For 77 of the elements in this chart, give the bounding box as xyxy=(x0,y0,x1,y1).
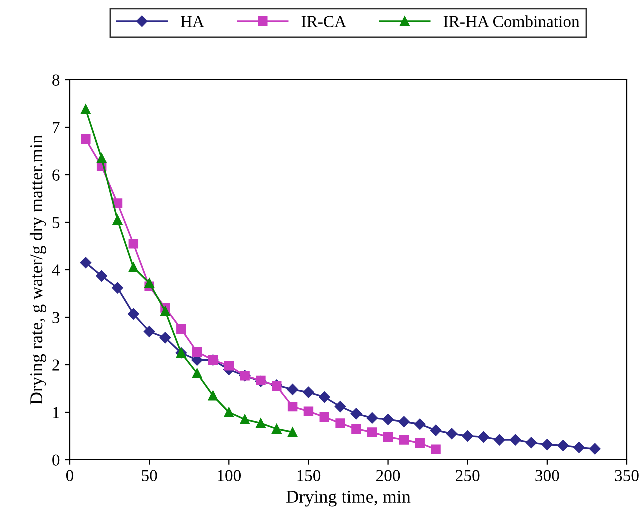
x-tick-label: 0 xyxy=(66,470,74,482)
point xyxy=(81,104,91,114)
point xyxy=(398,416,410,428)
point xyxy=(590,443,601,455)
y-tick-label: 5 xyxy=(52,217,60,228)
point xyxy=(303,386,314,398)
point xyxy=(256,418,266,428)
point xyxy=(160,332,172,344)
x-tick-label: 100 xyxy=(218,470,242,482)
point xyxy=(96,154,107,164)
x-tick-label: 150 xyxy=(298,470,321,482)
point xyxy=(224,361,234,371)
y-tick-label: 3 xyxy=(52,312,60,324)
y-tick-label: 6 xyxy=(52,170,60,181)
point xyxy=(144,326,156,338)
legend-label: IR-CA xyxy=(302,16,346,28)
point xyxy=(112,198,123,208)
point xyxy=(319,392,330,403)
point xyxy=(431,444,441,454)
y-tick-label: 4 xyxy=(52,264,60,276)
y-tick-label: 0 xyxy=(52,454,60,466)
point xyxy=(542,439,554,450)
point xyxy=(558,440,569,452)
x-tick-label: 50 xyxy=(142,470,158,482)
point xyxy=(240,414,250,424)
legend-label: IR-HA Combination xyxy=(444,16,580,28)
point xyxy=(368,428,378,438)
point xyxy=(399,435,410,445)
x-tick-label: 300 xyxy=(536,470,560,482)
point xyxy=(112,215,123,225)
point xyxy=(128,308,140,320)
point xyxy=(224,408,234,418)
point xyxy=(382,414,394,426)
point xyxy=(96,270,108,282)
point xyxy=(128,239,139,249)
point xyxy=(366,412,378,424)
point xyxy=(336,418,346,428)
point xyxy=(208,391,218,401)
point xyxy=(81,134,91,144)
point xyxy=(160,306,170,316)
legend-label: HA xyxy=(180,16,204,28)
point xyxy=(287,384,298,396)
point xyxy=(334,401,346,412)
point xyxy=(478,432,490,443)
point xyxy=(288,428,298,438)
x-axis-title: Drying time, min xyxy=(286,490,411,507)
point xyxy=(574,442,585,454)
point xyxy=(112,282,124,294)
point xyxy=(192,347,202,358)
point xyxy=(414,418,426,430)
point xyxy=(304,406,314,416)
x-tick-label: 200 xyxy=(376,470,400,482)
point xyxy=(176,324,186,334)
point xyxy=(415,438,425,448)
x-tick-label: 350 xyxy=(615,470,639,482)
point xyxy=(350,408,362,420)
point xyxy=(352,424,362,434)
point xyxy=(288,402,298,412)
point xyxy=(510,434,522,446)
y-tick-label: 1 xyxy=(53,407,60,418)
point xyxy=(128,262,139,272)
point xyxy=(383,432,394,442)
point xyxy=(430,424,442,436)
point xyxy=(272,424,282,434)
point xyxy=(320,412,330,422)
y-tick-label: 2 xyxy=(52,360,60,371)
point xyxy=(462,430,474,442)
y-tick-label: 7 xyxy=(53,122,60,134)
point xyxy=(526,437,538,449)
point xyxy=(446,428,458,440)
y-tick-label: 8 xyxy=(52,74,60,86)
point xyxy=(494,434,506,446)
x-tick-label: 250 xyxy=(456,470,480,482)
point xyxy=(80,257,92,268)
point xyxy=(144,278,154,288)
point xyxy=(192,368,202,378)
y-axis-title: Drying rate, g water/g dry matter.min xyxy=(30,135,46,405)
